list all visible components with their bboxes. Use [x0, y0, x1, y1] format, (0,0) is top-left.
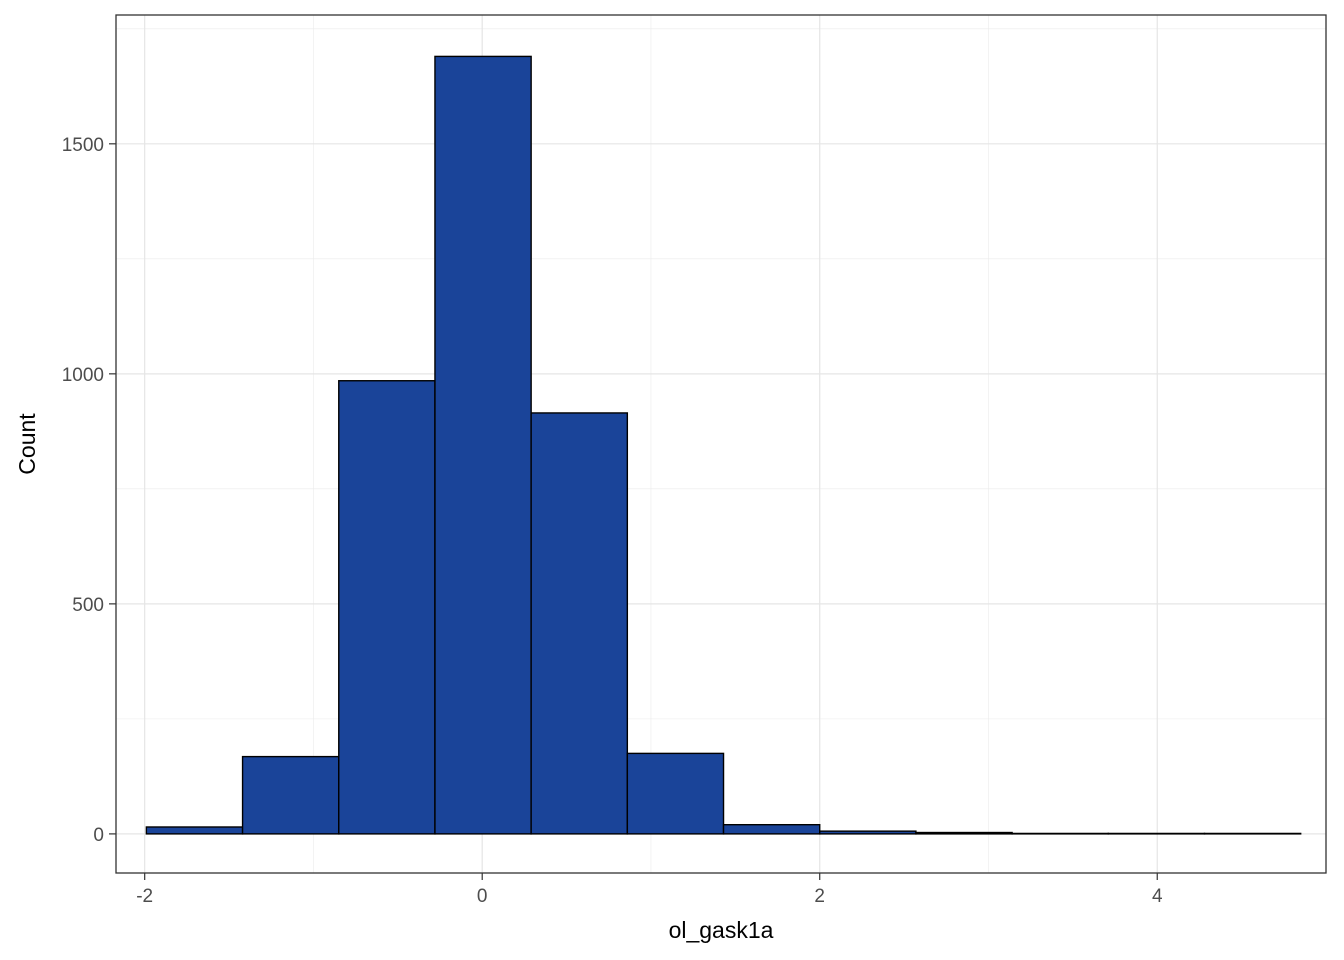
- panel-background: [116, 15, 1326, 873]
- histogram-bar: [819, 830, 917, 835]
- histogram-bar: [626, 752, 725, 835]
- histogram-bar: [915, 831, 1013, 835]
- y-axis-title: Count: [14, 413, 40, 475]
- y-tick-label: 500: [72, 595, 104, 616]
- x-axis: -2 0 2 4: [136, 873, 1163, 907]
- histogram-bar: [434, 55, 532, 835]
- histogram-bar: [338, 380, 436, 835]
- y-axis: 0 500 1000 1500: [62, 135, 116, 846]
- panel-border: [115, 14, 1327, 874]
- histogram-bar: [530, 412, 629, 835]
- x-tick-label: 0: [477, 886, 488, 907]
- x-axis-title: ol_gask1a: [669, 917, 774, 943]
- minor-grid: [116, 15, 1326, 873]
- histogram-bar: [241, 755, 340, 835]
- histogram-bar: [145, 826, 244, 835]
- histogram-bar: [722, 823, 821, 835]
- y-tick-label: 0: [93, 825, 104, 846]
- y-tick-label: 1000: [62, 365, 104, 386]
- x-tick-label: 4: [1152, 886, 1163, 907]
- y-tick-label: 1500: [62, 135, 104, 156]
- x-tick-label: 2: [814, 886, 825, 907]
- bars: [145, 55, 1302, 835]
- x-tick-label: -2: [136, 886, 153, 907]
